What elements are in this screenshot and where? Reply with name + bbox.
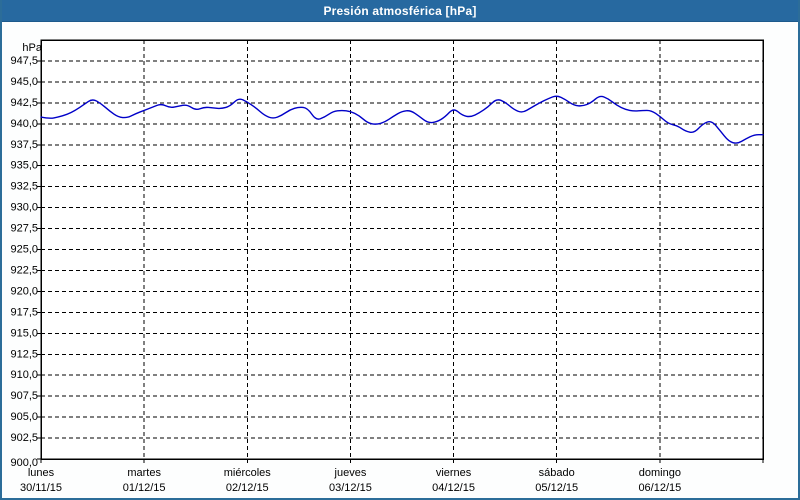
svg-text:domingo: domingo bbox=[639, 467, 681, 479]
plot-border bbox=[40, 39, 764, 460]
svg-text:902,5: 902,5 bbox=[10, 432, 38, 444]
y-axis-unit-label: hPa bbox=[22, 42, 42, 54]
svg-text:viernes: viernes bbox=[436, 467, 472, 479]
svg-text:905,0: 905,0 bbox=[10, 411, 38, 423]
svg-text:920,0: 920,0 bbox=[10, 285, 38, 297]
svg-text:900,0: 900,0 bbox=[10, 457, 38, 469]
svg-text:935,0: 935,0 bbox=[10, 160, 38, 172]
svg-text:01/12/15: 01/12/15 bbox=[123, 482, 166, 494]
window-titlebar[interactable]: Presión atmosférica [hPa] bbox=[2, 0, 798, 22]
svg-text:947,5: 947,5 bbox=[10, 55, 38, 67]
svg-text:sábado: sábado bbox=[539, 467, 575, 479]
svg-text:945,0: 945,0 bbox=[10, 76, 38, 88]
svg-text:jueves: jueves bbox=[334, 467, 367, 479]
svg-text:915,0: 915,0 bbox=[10, 327, 38, 339]
svg-text:942,5: 942,5 bbox=[10, 97, 38, 109]
y-axis-labels: 947,5 945,0 942,5 940,0 937,5 935,0 932,5 930,0… bbox=[10, 55, 38, 469]
svg-text:lunes: lunes bbox=[28, 467, 55, 479]
svg-text:912,5: 912,5 bbox=[10, 348, 38, 360]
svg-text:927,5: 927,5 bbox=[10, 223, 38, 235]
svg-text:05/12/15: 05/12/15 bbox=[535, 482, 578, 494]
svg-text:940,0: 940,0 bbox=[10, 118, 38, 130]
axis-ticks bbox=[37, 60, 764, 463]
svg-text:hPa: hPa bbox=[22, 42, 42, 54]
svg-text:917,5: 917,5 bbox=[10, 306, 38, 318]
svg-text:932,5: 932,5 bbox=[10, 181, 38, 193]
svg-text:03/12/15: 03/12/15 bbox=[329, 482, 372, 494]
svg-text:04/12/15: 04/12/15 bbox=[432, 482, 475, 494]
svg-text:910,0: 910,0 bbox=[10, 369, 38, 381]
svg-text:30/11/15: 30/11/15 bbox=[20, 482, 62, 494]
svg-text:937,5: 937,5 bbox=[10, 139, 38, 151]
svg-text:930,0: 930,0 bbox=[10, 202, 38, 214]
svg-text:907,5: 907,5 bbox=[10, 390, 38, 402]
svg-text:922,5: 922,5 bbox=[10, 264, 38, 276]
x-axis-labels: lunes 30/11/15 martes 01/12/15 miércoles 02/1… bbox=[20, 467, 681, 494]
svg-text:06/12/15: 06/12/15 bbox=[638, 482, 681, 494]
window-title: Presión atmosférica [hPa] bbox=[323, 3, 477, 18]
grid-horizontal bbox=[41, 60, 763, 439]
svg-text:02/12/15: 02/12/15 bbox=[226, 482, 269, 494]
svg-text:925,0: 925,0 bbox=[10, 244, 38, 256]
svg-text:martes: martes bbox=[127, 467, 161, 479]
svg-text:miércoles: miércoles bbox=[224, 467, 272, 479]
pressure-line bbox=[40, 95, 764, 144]
